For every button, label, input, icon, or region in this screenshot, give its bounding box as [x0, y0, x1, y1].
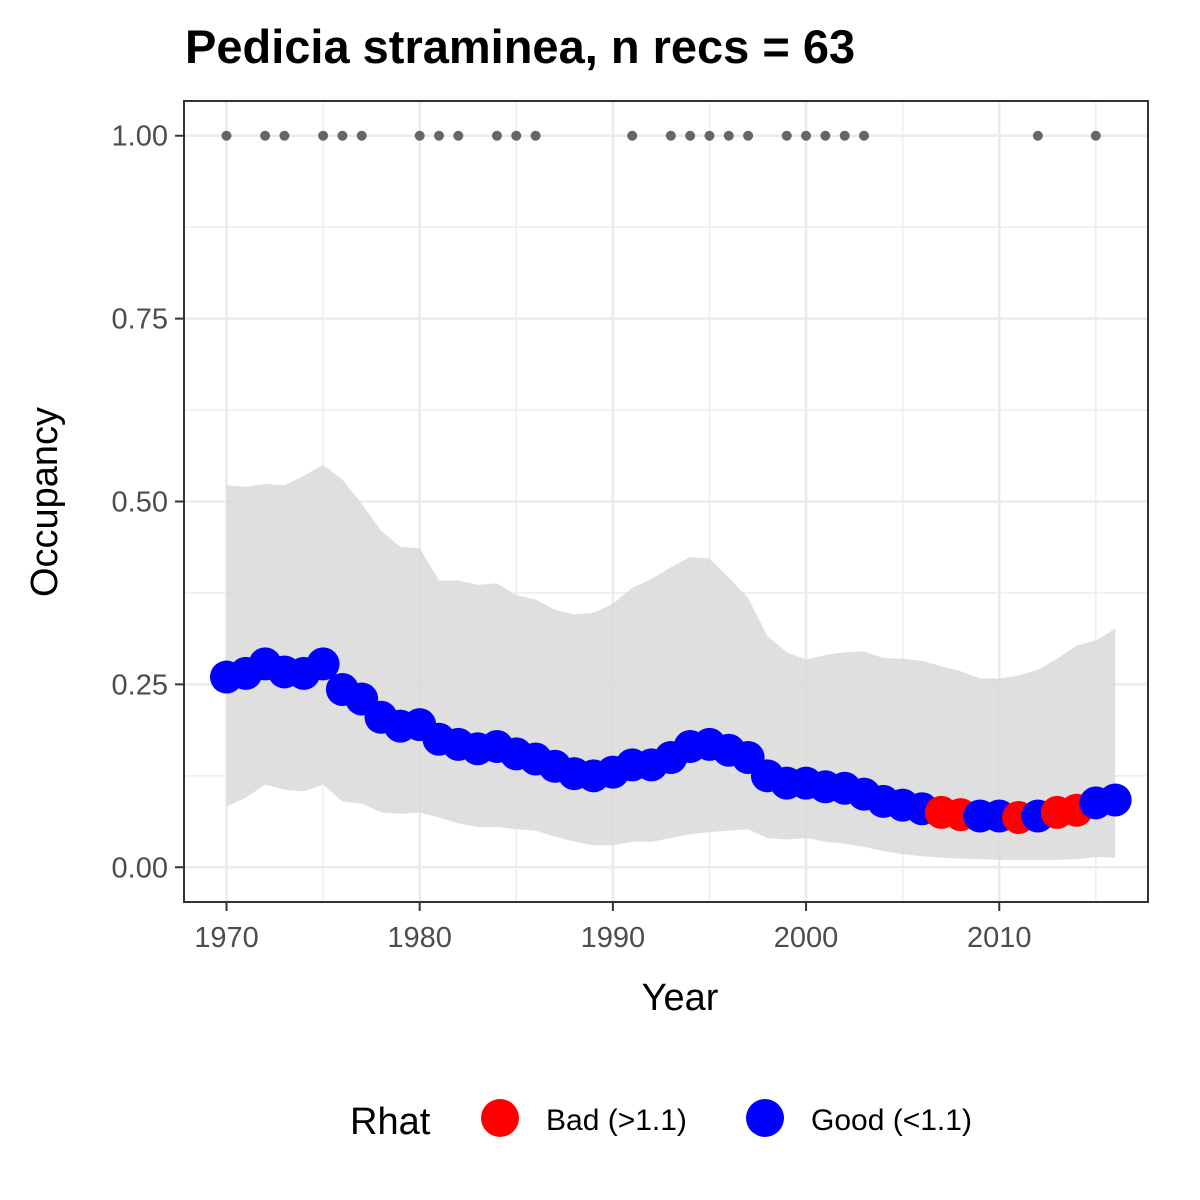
legend: Rhat Bad (>1.1) Good (<1.1)	[350, 1099, 972, 1143]
record-point	[260, 130, 271, 141]
record-point	[781, 130, 792, 141]
y-tick-label: 0.00	[112, 852, 168, 884]
occupancy-points	[210, 647, 1132, 835]
y-tick-label: 0.50	[112, 487, 168, 519]
x-tick-label: 2010	[967, 922, 1032, 954]
x-tick-label: 1970	[194, 922, 259, 954]
record-point	[511, 130, 522, 141]
y-tick-label: 1.00	[112, 121, 168, 153]
record-point	[318, 130, 329, 141]
record-point	[530, 130, 541, 141]
legend-key-good	[746, 1099, 784, 1137]
y-tick-label: 0.75	[112, 304, 168, 336]
chart-title: Pedicia straminea, n recs = 63	[185, 20, 855, 73]
record-point	[414, 130, 425, 141]
record-point	[337, 130, 348, 141]
record-point	[839, 130, 850, 141]
record-point	[820, 130, 831, 141]
y-axis: 0.00 0.25 0.50 0.75 1.00	[112, 121, 184, 884]
occupancy-point-good	[306, 647, 340, 681]
y-axis-title: Occupancy	[24, 407, 66, 597]
record-point	[723, 130, 734, 141]
record-point	[859, 130, 870, 141]
record-point	[1032, 130, 1043, 141]
record-point	[221, 130, 232, 141]
x-axis-title: Year	[642, 977, 719, 1019]
record-point	[356, 130, 367, 141]
record-point	[279, 130, 290, 141]
occupancy-point-good	[1098, 783, 1132, 817]
record-point	[1090, 130, 1101, 141]
x-tick-label: 1980	[387, 922, 452, 954]
record-point	[627, 130, 638, 141]
y-tick-label: 0.25	[112, 669, 168, 701]
record-point	[685, 130, 696, 141]
record-point	[453, 130, 464, 141]
x-tick-label: 1990	[581, 922, 646, 954]
record-point	[801, 130, 812, 141]
record-points	[221, 130, 1101, 141]
x-axis: 1970 1980 1990 2000 2010	[194, 902, 1032, 954]
credible-interval-ribbon	[226, 464, 1116, 860]
record-point	[704, 130, 715, 141]
record-point	[665, 130, 676, 141]
legend-label-good: Good (<1.1)	[811, 1104, 972, 1137]
legend-title: Rhat	[350, 1101, 431, 1143]
record-point	[743, 130, 754, 141]
legend-label-bad: Bad (>1.1)	[546, 1104, 687, 1137]
legend-key-bad	[481, 1099, 519, 1137]
record-point	[434, 130, 445, 141]
record-point	[491, 130, 502, 141]
x-tick-label: 2000	[774, 922, 839, 954]
